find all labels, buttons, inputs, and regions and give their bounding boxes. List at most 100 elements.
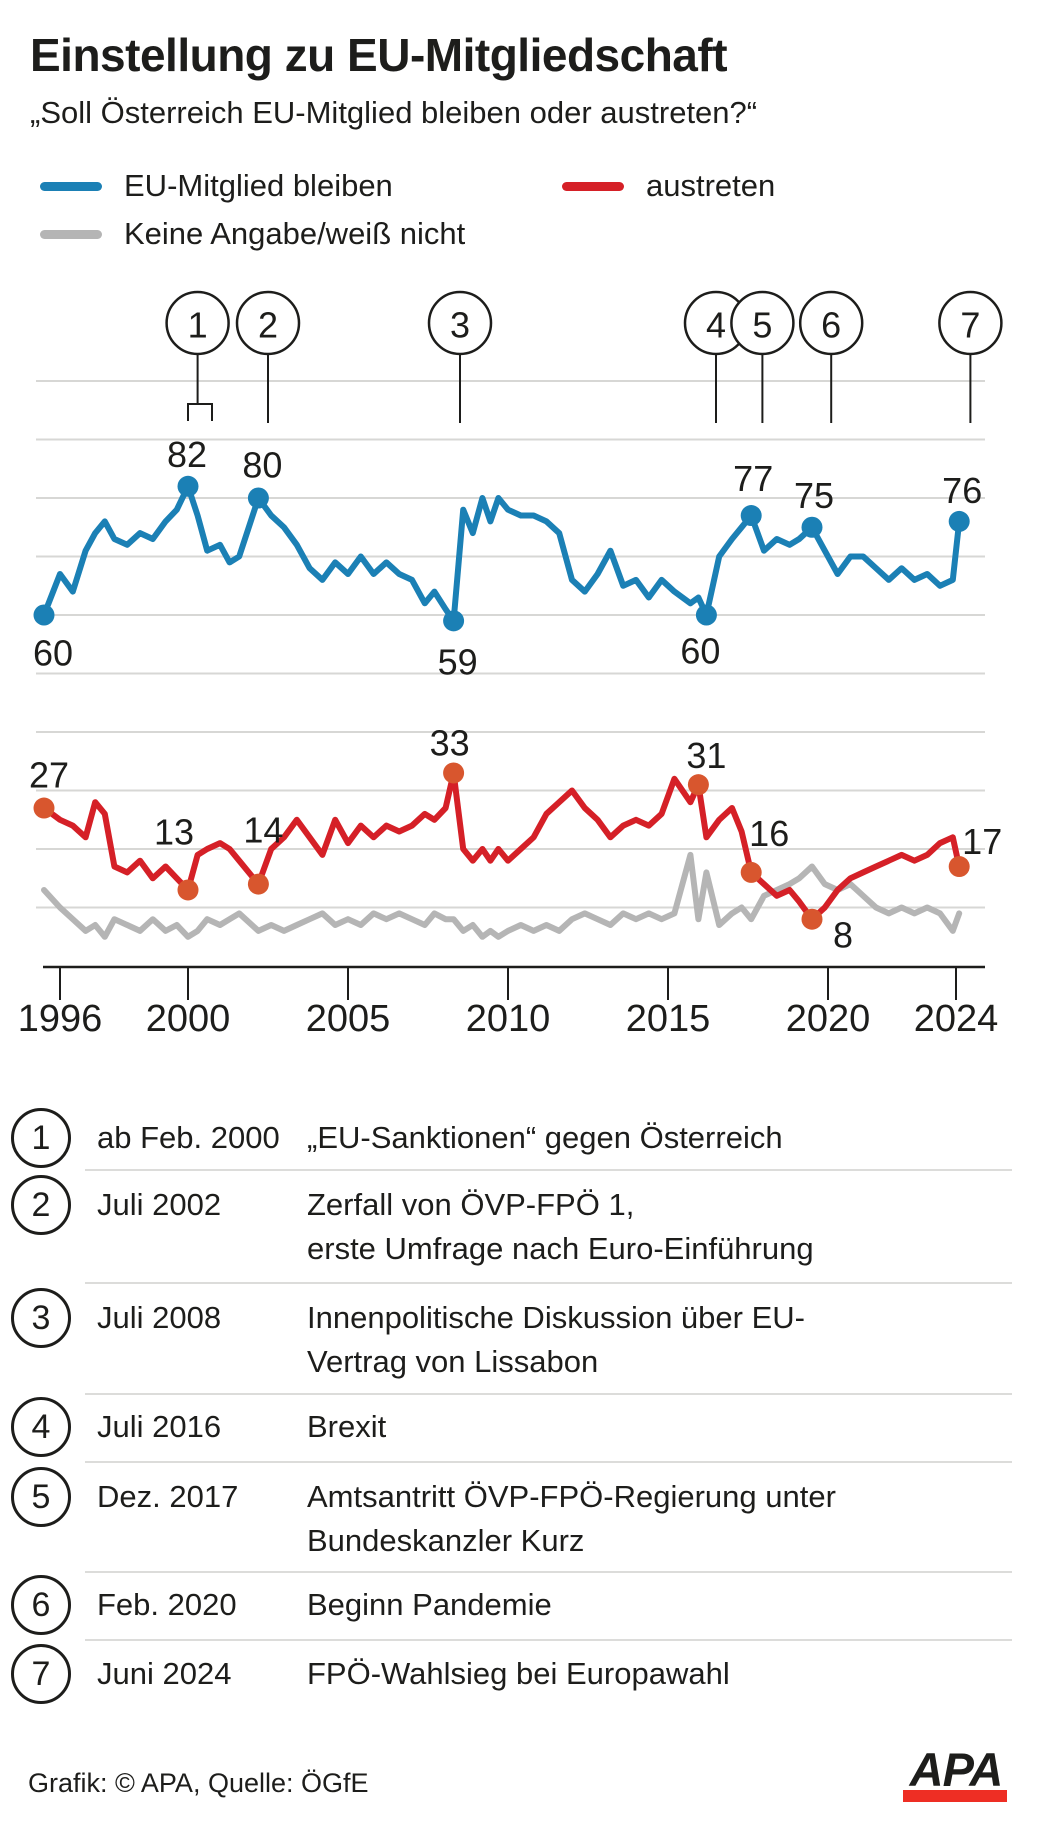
data-point-marker [33,604,55,626]
table-row-separator [85,1282,1012,1284]
event-marker-number: 6 [821,305,841,346]
x-axis-tick-label: 1996 [18,998,103,1040]
legend-swatch-blue [40,181,102,191]
event-description-line: Beginn Pandemie [307,1587,552,1622]
event-date: ab Feb. 2000 [97,1120,280,1155]
event-marker-circle [235,290,301,356]
table-row-separator [85,1571,1012,1573]
data-point-label: 60 [680,631,720,672]
event-date: Juli 2008 [97,1300,222,1335]
data-point-marker [177,879,199,901]
event-table-row: 1 ab Feb. 2000 „EU-Sanktionen“ gegen Öster… [0,1107,1040,1169]
page-title: Einstellung zu EU-Mitgliedschaft [30,29,728,81]
event-marker-number: 2 [258,305,278,346]
data-point-marker [695,604,717,626]
event-number-circle: 1 [11,1108,71,1168]
event-date: Dez. 2017 [97,1479,239,1514]
event-marker-number: 3 [450,305,470,346]
event-range-bracket [187,403,213,421]
event-description-line: Amtsantritt ÖVP-FPÖ-Regierung unter [307,1479,836,1514]
data-point-label: 60 [33,633,73,674]
x-axis-tick-label: 2005 [306,998,391,1040]
event-marker-circle [165,290,230,356]
data-point-marker [740,505,762,527]
event-marker-number: 7 [960,305,980,346]
data-point-marker [948,856,970,878]
data-point-marker [948,510,970,532]
event-marker-circle [938,290,1003,356]
event-description-line: „EU-Sanktionen“ gegen Österreich [307,1120,783,1155]
data-point-marker [177,475,199,497]
data-point-label: 16 [749,813,789,854]
data-point-marker [801,516,823,538]
data-point-marker [740,861,762,883]
event-table-row: 3 Juli 2008 Innenpolitische Diskussion übe… [0,1282,1040,1393]
data-point-label: 17 [962,821,1002,862]
data-point-label: 33 [430,722,470,763]
data-point-label: 14 [243,810,283,851]
event-marker-number: 4 [706,305,726,346]
series-line-austreten [41,770,963,923]
apa-logo: APA [903,1742,1007,1804]
event-description-line: erste Umfrage nach Euro-Einführung [307,1231,814,1266]
apa-logo-red-bar [903,1790,1007,1802]
event-marker-circle [798,290,864,356]
page-subtitle: „Soll Österreich EU-Mitglied bleiben ode… [30,95,758,130]
data-point-label: 75 [794,475,834,516]
x-axis-tick-label: 2000 [146,998,231,1040]
series-line-keine-angabe [41,851,963,940]
event-description: Zerfall von ÖVP-FPÖ 1, erste Umfrage nach… [307,1183,1017,1271]
event-description-line: Innenpolitische Diskussion über EU- [307,1300,805,1335]
legend-label: austreten [646,168,776,203]
x-axis-tick-label: 2020 [786,998,871,1040]
event-number-circle: 6 [11,1575,71,1635]
event-number-circle: 4 [11,1397,71,1457]
legend-item-austreten: austreten [562,166,775,206]
data-point-label: 59 [438,641,478,682]
legend-item-keine-angabe: Keine Angabe/weiß nicht [40,214,465,254]
legend-swatch-gray [40,229,102,239]
data-point-marker [687,774,709,796]
data-point-marker [247,873,269,895]
x-axis-tick-label: 2024 [914,998,999,1040]
event-marker-circle [427,290,493,356]
data-point-label: 82 [167,434,207,475]
event-description-line: Zerfall von ÖVP-FPÖ 1, [307,1187,635,1222]
event-date: Feb. 2020 [97,1587,237,1622]
data-point-marker [247,487,269,509]
x-axis-tick-label: 2010 [466,998,551,1040]
event-description: Amtsantritt ÖVP-FPÖ-Regierung unter Bunde… [307,1475,1017,1563]
legend-label: Keine Angabe/weiß nicht [124,216,466,251]
event-number-circle: 7 [11,1644,71,1704]
event-date: Juni 2024 [97,1656,232,1691]
event-number-circle: 3 [11,1288,71,1348]
data-point-label: 77 [733,458,773,499]
event-number-circle: 5 [11,1467,71,1527]
data-point-marker [801,908,823,930]
event-description-line: Brexit [307,1409,387,1444]
event-marker-circle [730,290,795,356]
event-number-circle: 2 [11,1175,71,1235]
event-description: FPÖ-Wahlsieg bei Europawahl [307,1652,1017,1696]
event-description: Beginn Pandemie [307,1583,1017,1627]
event-table-row: 6 Feb. 2020 Beginn Pandemie [0,1571,1040,1639]
event-description: Brexit [307,1405,1017,1449]
data-point-marker [33,797,55,819]
event-date: Juli 2016 [97,1409,222,1444]
event-marker-number: 1 [188,305,208,346]
data-point-label: 31 [686,735,726,776]
series-line-bleiben [41,483,963,624]
event-description: „EU-Sanktionen“ gegen Österreich [307,1116,1017,1160]
legend-label: EU-Mitglied bleiben [124,168,393,203]
legend-item-bleiben: EU-Mitglied bleiben [40,166,393,206]
event-marker-number: 5 [752,305,772,346]
event-date: Juli 2002 [97,1187,222,1222]
event-table-row: 4 Juli 2016 Brexit [0,1393,1040,1461]
apa-logo-text: APA [909,1743,1004,1796]
data-point-label: 13 [154,811,194,852]
data-point-marker [443,610,465,632]
table-row-separator [85,1393,1012,1395]
event-table-row: 2 Juli 2002 Zerfall von ÖVP-FPÖ 1, erste Um… [0,1169,1040,1282]
